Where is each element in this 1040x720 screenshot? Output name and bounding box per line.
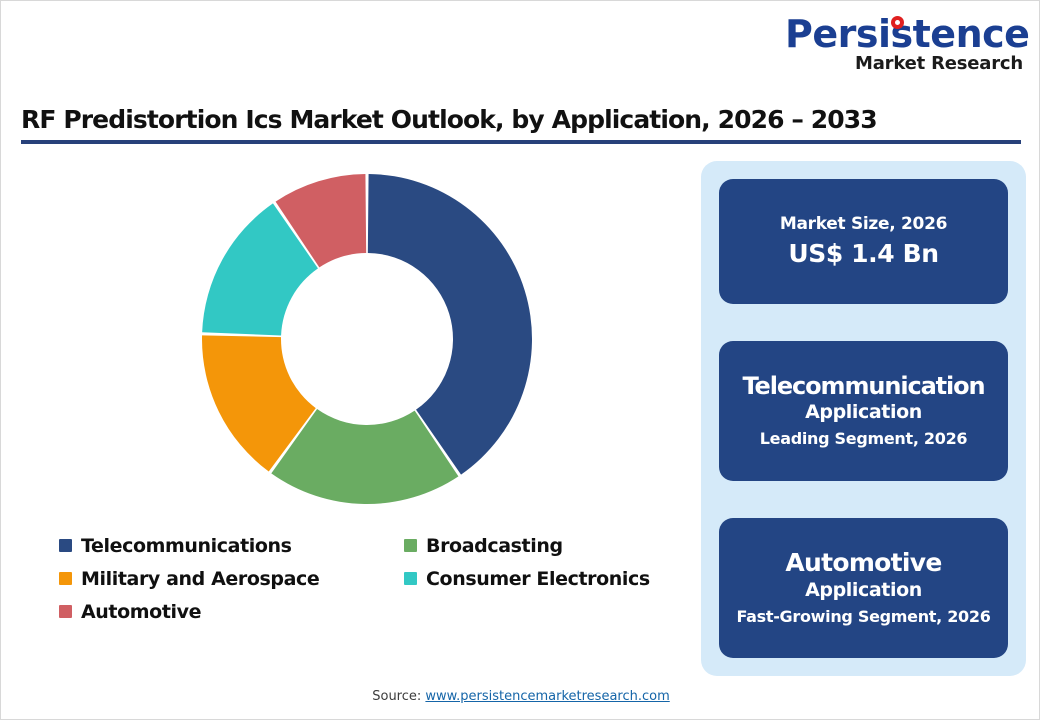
legend-item[interactable]: Military and Aerospace — [59, 568, 404, 590]
legend-item[interactable]: Consumer Electronics — [404, 568, 679, 590]
leading-segment-note: Leading Segment, 2026 — [759, 429, 968, 449]
donut-slice — [202, 335, 316, 472]
source-footer: Source: www.persistencemarketresearch.co… — [1, 687, 1039, 705]
source-label: Source: — [372, 689, 426, 704]
legend-item[interactable]: Telecommunications — [59, 535, 404, 557]
chart-legend: Telecommunications Broadcasting Military a… — [59, 529, 679, 628]
stat-card-leading-segment: Telecommunication Application Leading Se… — [719, 341, 1008, 481]
legend-item[interactable]: Broadcasting — [404, 535, 679, 557]
market-size-value: US$ 1.4 Bn — [788, 238, 939, 268]
fastgrowing-segment-name: Automotive — [785, 548, 942, 578]
legend-color-swatch — [59, 605, 72, 618]
title-block: RF Predistortion Ics Market Outlook, by … — [21, 105, 1021, 144]
brand-logo: Persistence Market Research — [785, 15, 1030, 74]
brand-logo-name: Persistence — [785, 15, 1030, 53]
donut-chart — [11, 156, 691, 536]
page-title: RF Predistortion Ics Market Outlook, by … — [21, 105, 878, 134]
legend-color-swatch — [59, 572, 72, 585]
title-underline-rule — [21, 140, 1021, 144]
legend-item-label: Military and Aerospace — [81, 567, 320, 590]
fastgrowing-segment-note: Fast-Growing Segment, 2026 — [736, 606, 991, 626]
legend-item-label: Broadcasting — [426, 534, 563, 557]
donut-slice — [275, 174, 367, 268]
leading-segment-category: Application — [805, 401, 922, 424]
legend-color-swatch — [404, 539, 417, 552]
brand-logo-tagline: Market Research — [854, 53, 1023, 74]
leading-segment-name: Telecommunication — [742, 371, 985, 400]
donut-chart-svg — [202, 174, 532, 504]
donut-slice — [367, 174, 532, 475]
donut-slice — [271, 409, 459, 504]
fastgrowing-segment-category: Application — [805, 579, 922, 601]
legend-item[interactable]: Automotive — [59, 601, 404, 623]
legend-item-label: Consumer Electronics — [426, 567, 650, 590]
brand-logo-name-text: Persistence — [785, 12, 1030, 56]
legend-item-label: Automotive — [81, 600, 202, 623]
stat-card-market-size: Market Size, 2026 US$ 1.4 Bn — [719, 179, 1008, 304]
legend-color-swatch — [404, 572, 417, 585]
source-url-link[interactable]: www.persistencemarketresearch.com — [425, 689, 670, 704]
legend-item-label: Telecommunications — [81, 534, 292, 557]
brand-logo-dot-icon — [891, 16, 904, 29]
stat-card-fastest-growing-segment: Automotive Application Fast-Growing Segm… — [719, 518, 1008, 658]
donut-slice — [202, 203, 318, 336]
market-size-label: Market Size, 2026 — [779, 214, 948, 235]
legend-color-swatch — [59, 539, 72, 552]
donut-slice-group — [202, 174, 532, 504]
stats-side-panel: Market Size, 2026 US$ 1.4 Bn Telecommuni… — [701, 161, 1026, 676]
